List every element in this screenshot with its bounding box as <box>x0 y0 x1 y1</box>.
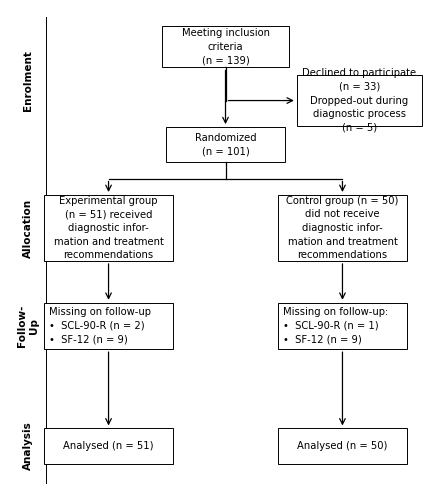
FancyBboxPatch shape <box>278 195 408 261</box>
FancyBboxPatch shape <box>44 195 174 261</box>
Text: Enrolment: Enrolment <box>23 50 33 112</box>
FancyBboxPatch shape <box>166 127 285 162</box>
Text: Missing on follow-up:
•  SCL-90-R (n = 1)
•  SF-12 (n = 9): Missing on follow-up: • SCL-90-R (n = 1)… <box>283 308 388 344</box>
Text: Analysed (n = 51): Analysed (n = 51) <box>63 441 154 451</box>
Text: Declined to participate
(n = 33)
Dropped-out during
diagnostic process
(n = 5): Declined to participate (n = 33) Dropped… <box>302 68 417 132</box>
FancyBboxPatch shape <box>44 302 174 349</box>
Text: Control group (n = 50)
did not receive
diagnostic infor-
mation and treatment
re: Control group (n = 50) did not receive d… <box>286 196 399 260</box>
Text: Allocation: Allocation <box>23 198 33 258</box>
FancyBboxPatch shape <box>278 428 408 464</box>
FancyBboxPatch shape <box>162 26 289 68</box>
Text: Analysis: Analysis <box>23 422 33 470</box>
Text: Missing on follow-up
•  SCL-90-R (n = 2)
•  SF-12 (n = 9): Missing on follow-up • SCL-90-R (n = 2) … <box>49 308 151 344</box>
Text: Experimental group
(n = 51) received
diagnostic infor-
mation and treatment
reco: Experimental group (n = 51) received dia… <box>54 196 164 260</box>
Text: Randomized
(n = 101): Randomized (n = 101) <box>195 133 256 156</box>
FancyBboxPatch shape <box>297 75 422 126</box>
Text: Follow-
Up: Follow- Up <box>16 305 39 347</box>
Text: Meeting inclusion
criteria
(n = 139): Meeting inclusion criteria (n = 139) <box>181 28 270 65</box>
Text: Analysed (n = 50): Analysed (n = 50) <box>297 441 388 451</box>
FancyBboxPatch shape <box>44 428 174 464</box>
FancyBboxPatch shape <box>278 302 408 349</box>
